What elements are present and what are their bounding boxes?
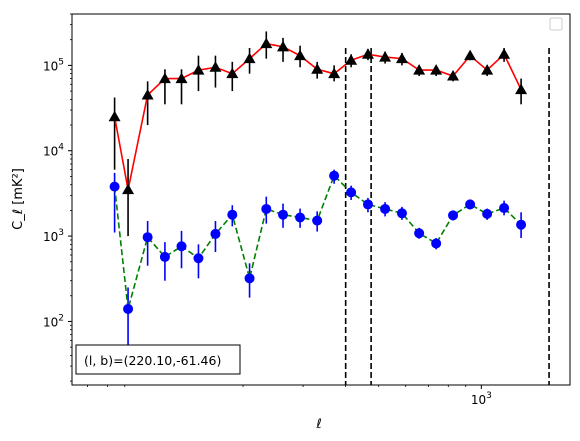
series-1-point-10 <box>260 37 273 49</box>
y-tick-label-3: 104 <box>43 143 64 159</box>
series-1-point-15 <box>345 54 358 65</box>
series-2-point-3 <box>142 232 153 243</box>
series-2-point-16 <box>362 199 373 210</box>
series-1-point-16 <box>361 48 374 59</box>
y-tick-label-4: 105 <box>43 57 64 73</box>
series-1-point-2 <box>122 183 135 195</box>
series-2-point-6 <box>193 253 204 264</box>
series-1-point-23 <box>481 64 494 75</box>
series-1-point-22 <box>464 49 477 61</box>
x-tick-label-1: 103 <box>471 391 492 407</box>
axis-ticks: 102 103 104 105 103 <box>43 13 492 407</box>
series-2-point-2 <box>123 303 134 314</box>
plot-area <box>108 31 550 385</box>
series-1-point-4 <box>158 72 171 84</box>
series-2-point-14 <box>329 170 340 181</box>
series-2-point-23 <box>482 208 493 219</box>
series-2-point-24 <box>499 203 510 214</box>
series-2-point-10 <box>261 203 272 214</box>
axes-frame <box>71 13 571 386</box>
series-1-point-25 <box>515 83 528 95</box>
annotation-text: (l, b)=(220.10,-61.46) <box>84 353 221 368</box>
series-2-point-15 <box>346 187 357 198</box>
series-2-point-7 <box>210 228 221 239</box>
series-1-point-24 <box>498 48 511 59</box>
series-1-point-6 <box>192 64 205 75</box>
series-1-point-20 <box>430 64 443 75</box>
series-2-point-1 <box>109 181 120 192</box>
series-1-point-3 <box>141 88 154 100</box>
series-2-point-17 <box>380 203 391 214</box>
series-1-point-17 <box>379 51 392 62</box>
series-1 <box>108 31 528 237</box>
series-2-point-21 <box>448 210 459 221</box>
series-2-point-19 <box>414 228 425 239</box>
y-tick-label-1: 102 <box>43 313 64 329</box>
y-axis-label: C_ℓ [mK²] <box>11 168 26 230</box>
series-2-point-8 <box>227 209 238 220</box>
series-2-point-20 <box>431 238 442 249</box>
series-2 <box>109 169 527 356</box>
series-2-point-18 <box>396 208 407 219</box>
series-1-point-14 <box>328 67 341 79</box>
series-1-point-21 <box>447 70 460 81</box>
series-2-point-5 <box>176 241 187 252</box>
series-2-point-22 <box>465 199 476 210</box>
series-1-point-13 <box>311 63 324 74</box>
series-1-point-9 <box>243 52 256 64</box>
series-1-point-5 <box>175 72 188 84</box>
legend-box <box>549 17 563 31</box>
series-2-point-11 <box>278 209 289 220</box>
series-1-point-1 <box>108 110 121 122</box>
series-2-point-4 <box>159 251 170 262</box>
series-2-point-12 <box>295 212 306 223</box>
series-1-point-12 <box>294 49 307 61</box>
series-2-point-25 <box>516 219 527 230</box>
series-2-point-13 <box>312 215 323 226</box>
y-tick-label-2: 103 <box>43 228 64 244</box>
series-1-point-18 <box>395 52 408 64</box>
annotation-box: (l, b)=(220.10,-61.46) <box>75 344 241 375</box>
series-1-point-8 <box>226 67 239 79</box>
series-1-point-19 <box>413 64 426 75</box>
series-1-point-11 <box>277 40 290 52</box>
x-axis-label: ℓ <box>315 417 321 432</box>
series-2-point-9 <box>244 273 255 284</box>
series-1-point-7 <box>209 61 222 72</box>
